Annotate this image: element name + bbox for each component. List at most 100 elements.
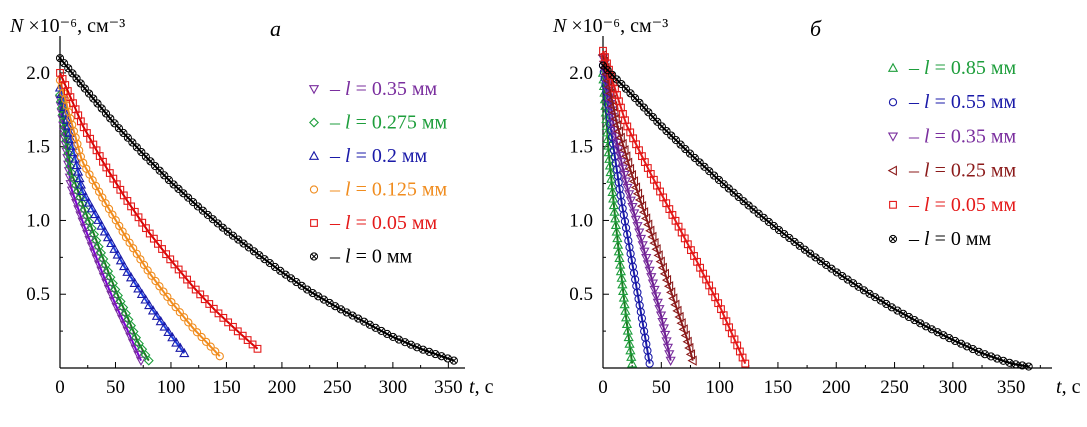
data-point <box>286 274 296 283</box>
data-point <box>61 81 70 89</box>
data-point <box>680 330 690 341</box>
data-point <box>639 103 648 112</box>
data-point <box>63 121 74 131</box>
data-point <box>179 347 190 358</box>
data-point <box>795 241 804 250</box>
y-tick-label: 1.0 <box>26 210 50 231</box>
data-point <box>55 96 66 107</box>
data-point <box>64 64 73 73</box>
data-point <box>739 197 748 206</box>
data-point <box>790 237 799 246</box>
data-point <box>635 234 647 245</box>
data-point <box>738 353 747 362</box>
data-point <box>77 217 88 227</box>
data-point <box>806 249 815 258</box>
data-point <box>710 171 719 180</box>
data-point <box>621 84 630 93</box>
data-point <box>129 277 140 287</box>
data-point <box>603 66 612 75</box>
data-point <box>705 167 714 176</box>
data-point <box>625 196 636 206</box>
data-point <box>632 188 643 199</box>
data-point <box>741 359 750 368</box>
data-point <box>661 337 672 347</box>
data-point <box>642 260 654 270</box>
data-point <box>249 247 259 256</box>
data-point <box>143 266 152 275</box>
data-point <box>68 69 77 78</box>
legend-marker <box>887 62 899 72</box>
data-point <box>639 247 650 257</box>
data-point <box>61 114 73 124</box>
data-point <box>137 147 146 157</box>
data-point <box>55 54 65 63</box>
data-point <box>657 262 667 273</box>
legend-label: – l = 0.25 мм <box>908 160 1016 182</box>
panel-b: 0 50 100 150 200 250 300 350 0.5 1.0 1.5 2.0 N ×10⁻⁶… <box>552 15 1081 398</box>
data-point <box>166 255 175 264</box>
data-point <box>681 145 690 154</box>
data-point <box>616 191 625 200</box>
data-point <box>622 183 633 194</box>
data-point <box>651 292 662 302</box>
y-axis-title: N ×10⁻⁶, см⁻³ <box>9 15 125 37</box>
data-point <box>122 266 133 276</box>
legend-entry: – l = 0.85 мм <box>887 57 1016 79</box>
data-point <box>123 133 132 142</box>
legend-marker <box>308 85 320 95</box>
y-tick-label: 1.5 <box>26 137 50 158</box>
data-point <box>72 166 84 176</box>
data-point <box>651 244 661 255</box>
data-point <box>184 318 193 327</box>
data-point <box>214 309 223 318</box>
x-tick-label: 300 <box>939 377 968 398</box>
data-point <box>66 93 75 102</box>
data-point <box>1005 358 1014 367</box>
data-point <box>183 275 192 284</box>
data-point <box>119 128 128 138</box>
legend-label: – l = 0.85 мм <box>908 57 1016 79</box>
data-point <box>84 236 95 246</box>
data-point <box>229 322 237 331</box>
data-point <box>255 251 264 260</box>
data-point <box>714 175 724 184</box>
data-point <box>827 264 836 273</box>
series-4 <box>599 46 750 368</box>
data-point <box>224 318 233 327</box>
series-0 <box>597 67 638 368</box>
data-point <box>179 189 188 198</box>
data-point <box>660 330 671 341</box>
data-point <box>114 124 124 133</box>
data-point <box>658 324 669 334</box>
legend-entry: – l = 0.35 мм <box>308 78 437 100</box>
x-tick-label: 50 <box>652 377 671 398</box>
data-point <box>664 350 675 360</box>
data-point <box>102 232 114 242</box>
legend-label: – l = 0.55 мм <box>908 91 1016 113</box>
data-point <box>607 101 618 112</box>
data-point <box>82 229 93 240</box>
data-point <box>174 184 183 193</box>
data-point <box>196 290 205 299</box>
data-point <box>657 317 668 328</box>
data-point <box>164 175 173 185</box>
data-point <box>174 265 183 274</box>
x-tick-label: 350 <box>434 377 463 398</box>
data-point <box>260 255 269 264</box>
series-5 <box>55 54 458 365</box>
data-point <box>76 79 85 88</box>
data-point <box>77 185 88 195</box>
data-point <box>270 262 280 272</box>
data-point <box>626 170 637 181</box>
data-point <box>662 126 671 136</box>
data-point <box>630 182 641 193</box>
data-point <box>676 318 686 329</box>
series-2 <box>597 54 676 366</box>
data-point <box>64 173 75 183</box>
data-point <box>449 356 458 365</box>
data-point <box>617 138 627 150</box>
data-point <box>109 243 120 253</box>
data-point <box>151 310 163 320</box>
data-point <box>171 337 182 347</box>
data-point <box>234 235 243 244</box>
